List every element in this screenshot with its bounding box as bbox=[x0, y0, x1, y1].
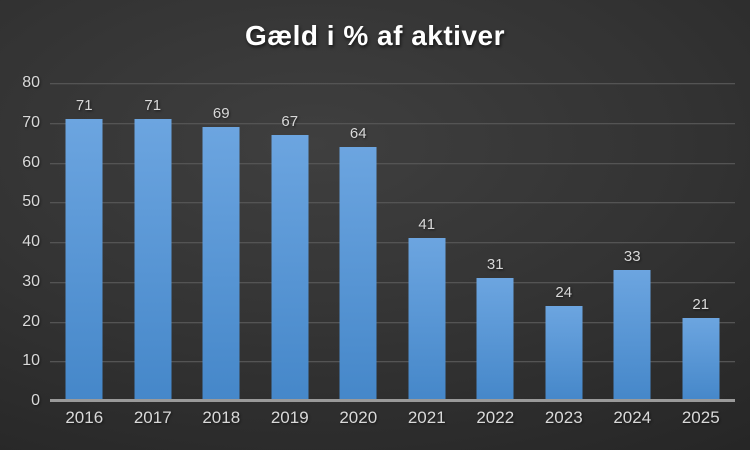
bar-2017 bbox=[134, 118, 172, 401]
x-tick-label-2017: 2017 bbox=[133, 408, 172, 427]
y-tick-label: 30 bbox=[22, 272, 40, 290]
bar-2018 bbox=[202, 126, 240, 401]
y-tick-label: 50 bbox=[22, 193, 40, 211]
bar-2020 bbox=[339, 146, 377, 401]
bar-2016 bbox=[65, 118, 103, 401]
x-tick-label-2022: 2022 bbox=[476, 408, 515, 427]
gridline-60 bbox=[50, 162, 735, 164]
x-tick-label-2018: 2018 bbox=[202, 408, 241, 427]
gridline-40 bbox=[50, 242, 735, 243]
bar-2021 bbox=[408, 238, 446, 401]
data-label-2020: 64 bbox=[349, 124, 367, 142]
bar-column-2018: 69 bbox=[187, 83, 256, 401]
data-label-2022: 31 bbox=[486, 255, 504, 273]
x-tick-label-2021: 2021 bbox=[407, 408, 446, 427]
bar-2023 bbox=[545, 305, 583, 401]
plot-area: 71 71 69 67 64 41 31 24 33 21 bbox=[50, 83, 736, 402]
bar-2024 bbox=[613, 269, 651, 401]
x-tick-label-2019: 2019 bbox=[270, 408, 309, 427]
x-axis-line bbox=[50, 399, 735, 402]
x-tick-label-2016: 2016 bbox=[65, 408, 104, 427]
data-label-2017: 71 bbox=[144, 96, 162, 114]
y-axis: 0 10 20 30 40 50 60 70 80 bbox=[0, 74, 40, 409]
x-tick-label-2023: 2023 bbox=[544, 408, 583, 427]
y-tick-label: 70 bbox=[22, 113, 40, 131]
gridline-20 bbox=[50, 321, 735, 323]
bar-column-2016: 71 bbox=[50, 83, 119, 401]
bar-column-2019: 67 bbox=[256, 83, 325, 401]
x-tick-label-2025: 2025 bbox=[681, 408, 720, 427]
bar-column-2025: 21 bbox=[667, 83, 736, 401]
bar-2022 bbox=[476, 277, 514, 401]
data-label-2021: 41 bbox=[418, 216, 436, 234]
bar-column-2023: 24 bbox=[530, 83, 599, 401]
data-label-2024: 33 bbox=[623, 247, 641, 265]
y-tick-label: 20 bbox=[22, 312, 40, 330]
x-axis: 2016 2017 2018 2019 2020 2021 2022 2023 2024 2025 bbox=[50, 408, 735, 432]
data-label-2018: 69 bbox=[212, 104, 230, 122]
bar-column-2022: 31 bbox=[461, 83, 530, 401]
y-tick-label: 0 bbox=[31, 392, 40, 409]
y-tick-label: 10 bbox=[22, 352, 40, 370]
x-tick-label-2020: 2020 bbox=[339, 408, 378, 427]
bar-column-2017: 71 bbox=[119, 83, 188, 401]
bar-column-2021: 41 bbox=[393, 83, 462, 401]
gridline-10 bbox=[50, 361, 735, 363]
bar-column-2020: 64 bbox=[324, 83, 393, 401]
y-tick-label: 80 bbox=[22, 74, 40, 91]
bar-2025 bbox=[682, 317, 720, 401]
x-tick-label-2024: 2024 bbox=[613, 408, 652, 427]
y-tick-label: 60 bbox=[22, 153, 40, 171]
bar-2019 bbox=[271, 134, 309, 401]
y-tick-label: 40 bbox=[22, 233, 40, 250]
data-label-2019: 67 bbox=[281, 112, 299, 130]
gridline-30 bbox=[50, 281, 735, 283]
gridline-80 bbox=[50, 83, 735, 84]
data-label-2016: 71 bbox=[75, 96, 93, 114]
gridline-70 bbox=[50, 122, 735, 124]
data-label-2023: 24 bbox=[555, 283, 573, 301]
data-label-2025: 21 bbox=[692, 295, 710, 313]
chart-title: Gæld i % af aktiver bbox=[244, 20, 506, 51]
gridline-50 bbox=[50, 202, 735, 204]
bar-column-2024: 33 bbox=[598, 83, 667, 401]
